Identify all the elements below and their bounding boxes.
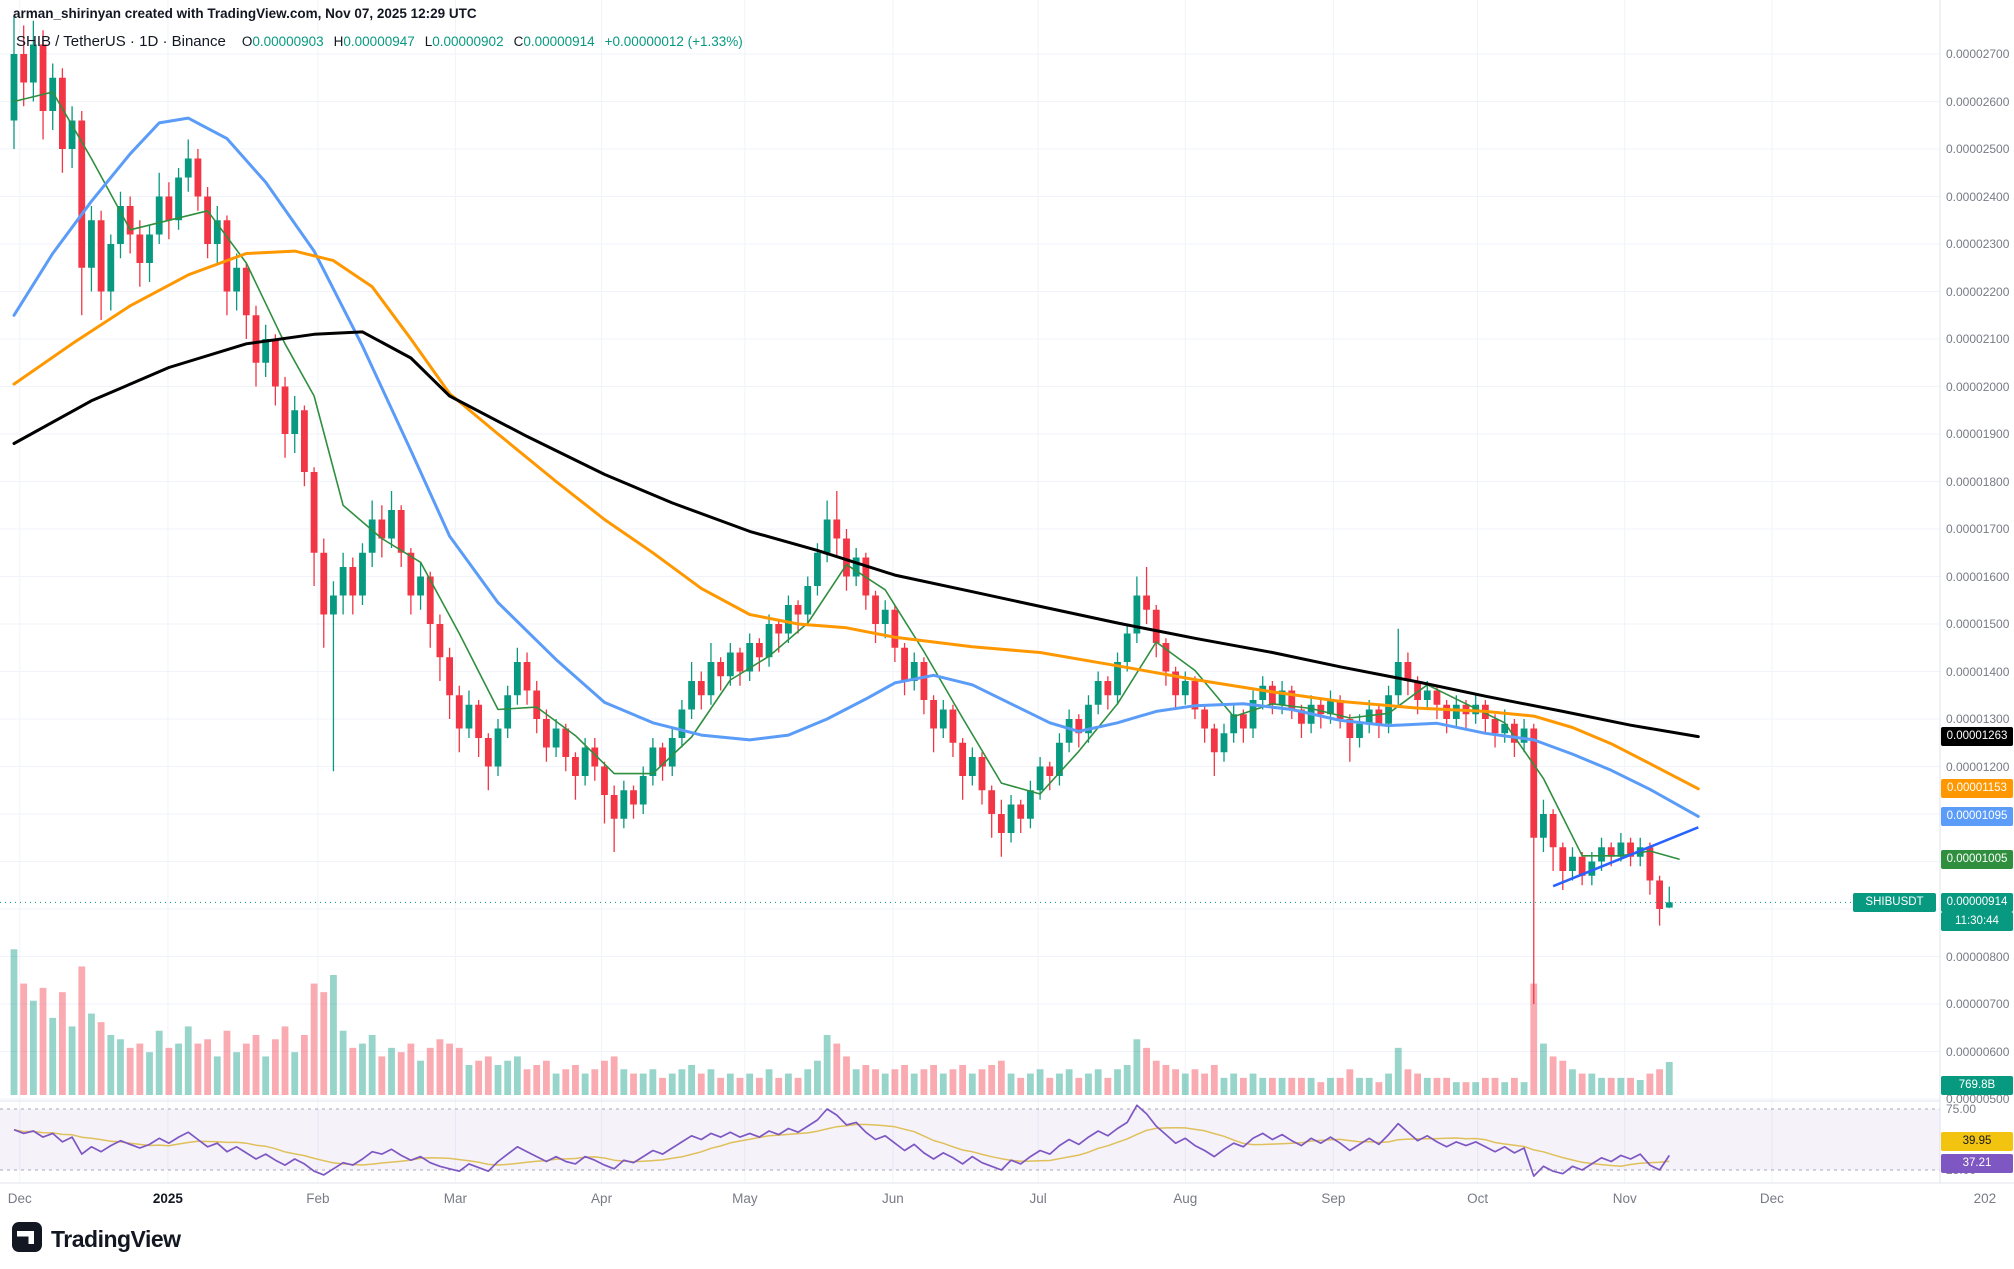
price-tick-label: 0.00002400 (1946, 189, 2010, 204)
time-tick-label: 202 (1973, 1191, 1997, 1206)
price-tick-label: 0.00000500 (1946, 1092, 2010, 1106)
price-tick-label: 0.00001500 (1946, 617, 2010, 631)
close-value: 0.00000914 (523, 34, 595, 49)
high-label: H (333, 34, 344, 49)
close-label: C (513, 34, 524, 49)
tradingview-wordmark[interactable]: TradingView (51, 1226, 181, 1252)
tradingview-footer[interactable]: TradingView (12, 1222, 181, 1257)
time-tick-label: Dec (1759, 1191, 1784, 1206)
time-tick-label: Jul (1029, 1191, 1047, 1206)
time-tick-label: Feb (306, 1191, 330, 1206)
price-tick-label: 0.00002000 (1946, 379, 2010, 394)
ma100-price-tag: 0.00001153 (1941, 779, 2013, 799)
symbol-title: SHIB / TetherUS · 1D · Binance (16, 33, 226, 50)
price-tick-label: 0.00001900 (1946, 427, 2010, 441)
price-tick-label: 0.00000600 (1946, 1044, 2010, 1059)
attribution-text: arman_shirinyan created with TradingView… (13, 6, 477, 21)
open-label: O (241, 34, 253, 49)
ma200-price-tag: 0.00001263 (1941, 727, 2013, 747)
price-tick-label: 0.00001300 (1946, 712, 2010, 726)
time-axis[interactable]: Dec 2025 Feb Mar Apr May Jun Jul Aug Sep Oct Nov Dec… (0, 1183, 2014, 1217)
low-value: 0.00000902 (432, 34, 504, 49)
time-tick-label: Nov (1612, 1191, 1637, 1206)
price-axis[interactable]: 0.00002700 0.00002600 0.00002500 0.00002400… (1940, 0, 2014, 1269)
time-tick-label: Sep (1321, 1191, 1346, 1206)
time-tick-label: Apr (591, 1191, 613, 1206)
ma50-price-tag: 0.00001095 (1941, 806, 2013, 826)
open-value: 0.00000903 (252, 34, 324, 49)
time-tick-label: Dec (7, 1191, 32, 1206)
price-tick-label: 0.00001200 (1946, 759, 2010, 774)
last-price-tag: 0.00000914 (1941, 892, 2013, 912)
low-label: L (424, 34, 433, 49)
high-value: 0.00000947 (343, 34, 415, 49)
tradingview-logo-icon[interactable] (12, 1222, 42, 1257)
chart-legend[interactable]: SHIB / TetherUS · 1D · Binance O 0.000009… (16, 33, 743, 50)
rsi-tag: 37.21 (1941, 1153, 2013, 1173)
price-tick-label: 0.00002500 (1946, 142, 2010, 156)
price-tick-label: 0.00002100 (1946, 332, 2010, 346)
price-tick-label: 0.00001600 (1946, 569, 2010, 584)
price-tick-label: 0.00002300 (1946, 237, 2010, 251)
symbol-marker-tag: SHIBUSDT (1853, 892, 1936, 912)
volume-tag: 769.8B (1941, 1075, 2013, 1095)
time-tick-label: Jun (882, 1191, 904, 1206)
ema-price-tag: 0.00001005 (1941, 849, 2013, 869)
time-tick-label: 2025 (152, 1191, 183, 1206)
price-tick-label: 0.00001700 (1946, 522, 2010, 536)
price-tick-label: 0.00000800 (1946, 949, 2010, 964)
rsi-ma-tag: 39.95 (1941, 1132, 2013, 1152)
rsi-tick-label: 75.00 (1946, 1102, 1977, 1116)
countdown-tag: 11:30:44 (1941, 911, 2013, 931)
price-tick-label: 0.00000700 (1946, 997, 2010, 1011)
time-tick-label: Mar (443, 1191, 468, 1206)
change-value: +0.00000012 (+1.33%) (604, 34, 743, 49)
time-tick-label: May (732, 1191, 758, 1206)
price-tick-label: 0.00002200 (1946, 284, 2010, 299)
price-tick-label: 0.00002600 (1946, 94, 2010, 109)
price-tick-label: 0.00001800 (1946, 474, 2010, 489)
price-tick-label: 0.00001400 (1946, 664, 2010, 679)
price-tick-label: 0.00002700 (1946, 47, 2010, 61)
time-tick-label: Oct (1467, 1191, 1489, 1206)
time-tick-label: Aug (1173, 1191, 1198, 1206)
